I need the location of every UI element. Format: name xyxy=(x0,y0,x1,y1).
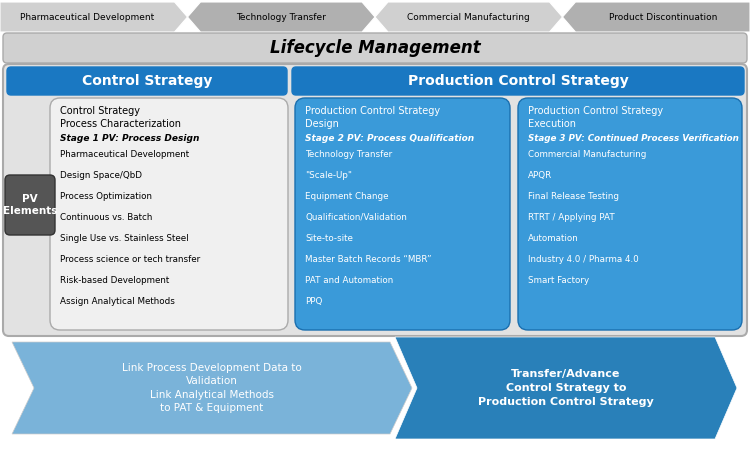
Text: PAT and Automation: PAT and Automation xyxy=(305,276,393,285)
Text: Smart Factory: Smart Factory xyxy=(528,276,590,285)
Text: Technology Transfer: Technology Transfer xyxy=(236,13,326,22)
Text: Pharmaceutical Development: Pharmaceutical Development xyxy=(20,13,154,22)
Text: Process science or tech transfer: Process science or tech transfer xyxy=(60,255,200,264)
Text: Control Strategy
Process Characterization: Control Strategy Process Characterizatio… xyxy=(60,106,181,129)
Text: "Scale-Up": "Scale-Up" xyxy=(305,171,352,180)
Text: Single Use vs. Stainless Steel: Single Use vs. Stainless Steel xyxy=(60,234,189,243)
Text: Production Control Strategy
Execution: Production Control Strategy Execution xyxy=(528,106,663,129)
Text: Stage 3 PV: Continued Process Verification: Stage 3 PV: Continued Process Verificati… xyxy=(528,134,739,143)
Polygon shape xyxy=(0,2,188,32)
Text: Continuous vs. Batch: Continuous vs. Batch xyxy=(60,213,152,222)
Text: Master Batch Records “MBR”: Master Batch Records “MBR” xyxy=(305,255,431,264)
FancyBboxPatch shape xyxy=(50,98,288,330)
Polygon shape xyxy=(395,337,737,439)
Text: Production Control Strategy
Design: Production Control Strategy Design xyxy=(305,106,440,129)
Text: Control Strategy: Control Strategy xyxy=(82,74,212,88)
Text: Transfer/Advance
Control Strategy to
Production Control Strategy: Transfer/Advance Control Strategy to Pro… xyxy=(478,369,654,407)
Polygon shape xyxy=(12,342,412,434)
FancyBboxPatch shape xyxy=(5,175,55,235)
Text: Automation: Automation xyxy=(528,234,579,243)
Text: Design Space/QbD: Design Space/QbD xyxy=(60,171,142,180)
Text: Lifecycle Management: Lifecycle Management xyxy=(270,39,480,57)
Text: Link Process Development Data to
Validation
Link Analytical Methods
to PAT & Equ: Link Process Development Data to Validat… xyxy=(122,363,302,413)
Text: Final Release Testing: Final Release Testing xyxy=(528,192,619,201)
FancyBboxPatch shape xyxy=(7,67,287,95)
Text: Industry 4.0 / Pharma 4.0: Industry 4.0 / Pharma 4.0 xyxy=(528,255,639,264)
FancyBboxPatch shape xyxy=(3,64,747,336)
FancyBboxPatch shape xyxy=(292,67,744,95)
Text: PPQ: PPQ xyxy=(305,297,322,306)
Text: Technology Transfer: Technology Transfer xyxy=(305,150,392,159)
Text: APQR: APQR xyxy=(528,171,552,180)
FancyBboxPatch shape xyxy=(3,33,747,63)
Text: Product Discontinuation: Product Discontinuation xyxy=(608,13,717,22)
Polygon shape xyxy=(188,2,375,32)
Text: RTRT / Applying PAT: RTRT / Applying PAT xyxy=(528,213,615,222)
FancyBboxPatch shape xyxy=(295,98,510,330)
Text: Stage 1 PV: Process Design: Stage 1 PV: Process Design xyxy=(60,134,200,143)
Text: Commercial Manufacturing: Commercial Manufacturing xyxy=(407,13,530,22)
Text: Stage 2 PV: Process Qualification: Stage 2 PV: Process Qualification xyxy=(305,134,474,143)
Text: Qualification/Validation: Qualification/Validation xyxy=(305,213,407,222)
FancyBboxPatch shape xyxy=(518,98,742,330)
Polygon shape xyxy=(375,2,562,32)
Text: PV
Elements: PV Elements xyxy=(3,194,57,216)
Text: Production Control Strategy: Production Control Strategy xyxy=(408,74,628,88)
Text: Site-to-site: Site-to-site xyxy=(305,234,352,243)
Text: Assign Analytical Methods: Assign Analytical Methods xyxy=(60,297,175,306)
Polygon shape xyxy=(562,2,750,32)
Text: Process Optimization: Process Optimization xyxy=(60,192,152,201)
Text: Equipment Change: Equipment Change xyxy=(305,192,388,201)
Text: Pharmaceutical Development: Pharmaceutical Development xyxy=(60,150,189,159)
Text: Commercial Manufacturing: Commercial Manufacturing xyxy=(528,150,646,159)
Text: Risk-based Development: Risk-based Development xyxy=(60,276,170,285)
